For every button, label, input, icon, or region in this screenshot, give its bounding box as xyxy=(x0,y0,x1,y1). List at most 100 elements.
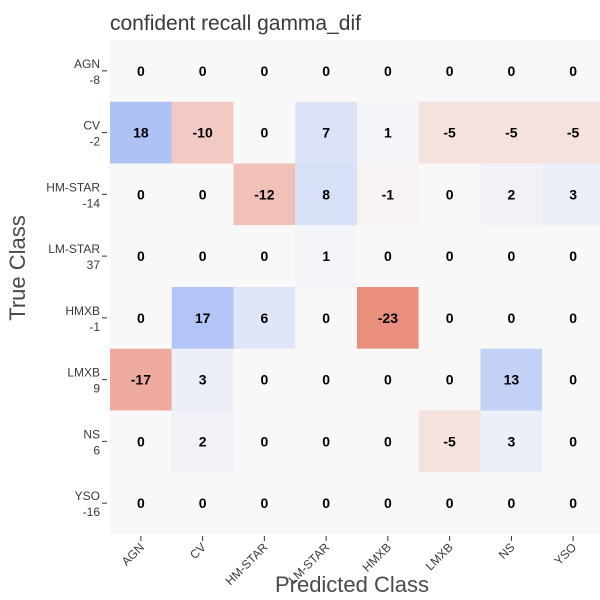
heatmap-cell xyxy=(542,163,600,226)
cell-value-label: 1 xyxy=(322,248,330,264)
y-tick-label: YSO xyxy=(75,489,100,503)
heatmap-cell xyxy=(110,225,172,287)
heatmap-cell xyxy=(357,40,419,102)
heatmap-cell xyxy=(233,225,296,287)
cell-value-label: 17 xyxy=(195,310,211,326)
heatmap-cell xyxy=(418,348,481,411)
x-tick-label: HMXB xyxy=(360,540,394,574)
x-tick-label: YSO xyxy=(551,540,579,568)
heatmap-cell xyxy=(480,410,543,473)
heatmap-cell xyxy=(233,472,296,534)
y-tick-value: -16 xyxy=(83,505,101,519)
heatmap-cell xyxy=(171,472,234,534)
cell-value-label: 0 xyxy=(260,248,268,264)
cell-value-label: 2 xyxy=(507,186,515,202)
cell-value-label: 0 xyxy=(322,310,330,326)
cell-value-label: 0 xyxy=(446,310,454,326)
heatmap-cell xyxy=(110,101,172,164)
cell-value-label: 0 xyxy=(384,248,392,264)
cell-value-label: 0 xyxy=(199,495,207,511)
cell-value-label: 0 xyxy=(322,63,330,79)
heatmap-cell xyxy=(233,348,296,411)
cell-value-label: 7 xyxy=(322,125,330,141)
y-tick-label: CV xyxy=(83,119,100,133)
cell-value-label: -12 xyxy=(254,186,274,202)
x-tick-label: HM-STAR xyxy=(223,540,271,588)
heatmap-cell xyxy=(110,163,172,226)
cell-value-label: 3 xyxy=(569,186,577,202)
heatmap-cell xyxy=(418,101,481,164)
cell-value-label: 0 xyxy=(137,63,145,79)
heatmap-cell xyxy=(171,348,234,411)
heatmap-cell xyxy=(295,472,357,534)
heatmap-cell xyxy=(418,163,481,226)
heatmap-cell xyxy=(357,101,419,164)
heatmap-cell xyxy=(418,40,481,102)
heatmap-cell xyxy=(542,472,600,534)
cell-value-label: -17 xyxy=(131,372,151,388)
y-tick-label: AGN xyxy=(74,57,100,71)
cell-value-label: 0 xyxy=(199,63,207,79)
cell-value-label: 0 xyxy=(507,310,515,326)
heatmap-cell xyxy=(418,225,481,287)
cell-value-label: 0 xyxy=(260,433,268,449)
cell-value-label: 6 xyxy=(260,310,268,326)
cell-value-label: 0 xyxy=(446,63,454,79)
x-tick-label: CV xyxy=(187,540,209,562)
heatmap-cell xyxy=(295,101,357,164)
cell-value-label: 0 xyxy=(137,248,145,264)
y-tick-value: -1 xyxy=(89,320,100,334)
cell-value-label: 0 xyxy=(507,248,515,264)
cell-value-label: 0 xyxy=(384,433,392,449)
heatmap-cell xyxy=(295,40,357,102)
y-tick-label: LMXB xyxy=(67,366,100,380)
cell-value-label: 0 xyxy=(260,495,268,511)
heatmap-cell xyxy=(542,287,600,349)
cell-value-label: 0 xyxy=(569,433,577,449)
heatmap-cell xyxy=(171,225,234,287)
heatmap-cell xyxy=(480,163,543,226)
cell-value-label: 0 xyxy=(446,248,454,264)
cell-value-label: 0 xyxy=(260,125,268,141)
cell-value-label: 0 xyxy=(384,495,392,511)
cell-value-label: 0 xyxy=(137,186,145,202)
heatmap-cell xyxy=(357,225,419,287)
heatmap-cell xyxy=(295,287,357,349)
y-tick-value: -8 xyxy=(89,73,100,87)
heatmap-cell xyxy=(171,287,234,349)
cell-value-label: 0 xyxy=(322,372,330,388)
heatmap-cell xyxy=(542,410,600,473)
cell-value-label: 0 xyxy=(199,186,207,202)
heatmap-cell xyxy=(295,163,357,226)
heatmap-cell xyxy=(171,101,234,164)
cell-value-label: -1 xyxy=(382,186,395,202)
cell-value-label: 0 xyxy=(569,372,577,388)
x-tick-label: LMXB xyxy=(423,540,456,573)
heatmap-cell xyxy=(295,225,357,287)
cell-value-label: 0 xyxy=(137,433,145,449)
x-tick-label: AGN xyxy=(119,540,147,568)
cell-value-label: -5 xyxy=(443,125,456,141)
cell-value-label: 0 xyxy=(260,63,268,79)
chart-title: confident recall gamma_dif xyxy=(110,12,361,35)
heatmap-cell xyxy=(480,287,543,349)
heatmap-cell xyxy=(110,410,172,473)
cell-value-label: 0 xyxy=(507,63,515,79)
y-axis-label: True Class xyxy=(5,215,30,321)
cell-value-label: 3 xyxy=(199,372,207,388)
cell-value-label: 18 xyxy=(133,125,149,141)
heatmap-cell xyxy=(542,101,600,164)
cell-value-label: 0 xyxy=(569,310,577,326)
y-tick-value: 37 xyxy=(87,258,101,272)
heatmap-cell xyxy=(480,348,543,411)
heatmap-cell xyxy=(233,101,296,164)
heatmap-cell xyxy=(295,410,357,473)
cell-value-label: 3 xyxy=(507,433,515,449)
heatmap-cell xyxy=(110,40,172,102)
heatmap-cell xyxy=(418,287,481,349)
heatmap-cell xyxy=(171,40,234,102)
cell-value-label: 0 xyxy=(384,372,392,388)
cell-value-label: 0 xyxy=(569,248,577,264)
